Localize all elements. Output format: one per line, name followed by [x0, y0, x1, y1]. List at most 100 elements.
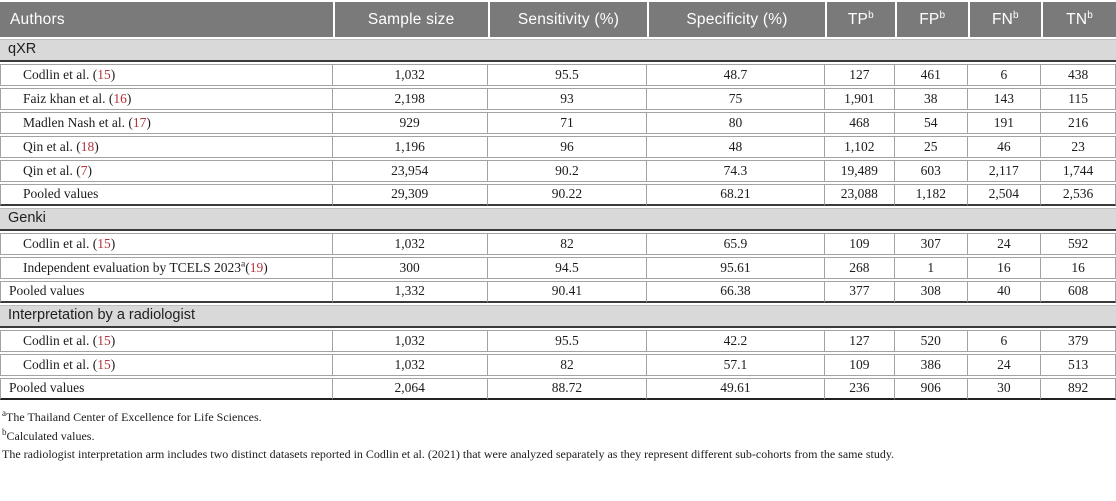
- table-row: Faiz khan et al. (16) 2,198 93 75 1,901 38 143…: [0, 88, 1116, 110]
- footnote-text: Calculated values.: [6, 428, 95, 443]
- author-name: Pooled values: [9, 283, 85, 299]
- value-cell: 57.1: [647, 354, 825, 376]
- value-cell: 16: [967, 257, 1042, 279]
- table-row: Qin et al. (18) 1,196 96 48 1,102 25 46 23: [0, 136, 1116, 158]
- column-header-label: Sample size: [367, 10, 455, 28]
- value-cell: 38: [895, 88, 968, 110]
- citation-number: 15: [97, 235, 111, 251]
- value-cell: 2,064: [332, 378, 488, 400]
- value-cell: 95.5: [487, 64, 648, 86]
- value-cell: 377: [824, 281, 895, 303]
- column-header-sample-size: Sample size: [332, 2, 488, 37]
- author-name: Codlin et al.: [23, 332, 90, 348]
- column-header-fn: FNb: [967, 2, 1042, 37]
- citation-number: 7: [80, 162, 88, 178]
- value-cell: 6: [967, 64, 1042, 86]
- value-cell: 82: [487, 233, 648, 255]
- author-name: Independent evaluation by TCELS 2023: [23, 259, 241, 275]
- value-cell: 24: [967, 354, 1042, 376]
- section-row: qXR: [0, 39, 1116, 62]
- section-row: Interpretation by a radiologist: [0, 305, 1116, 328]
- value-cell: 468: [824, 112, 895, 134]
- author-cell: Codlin et al. (15): [0, 354, 333, 376]
- value-cell: 95.61: [647, 257, 825, 279]
- footnote-text: The radiologist interpretation arm inclu…: [2, 447, 895, 462]
- column-header-superscript: b: [868, 9, 874, 21]
- value-cell: 1,744: [1041, 160, 1116, 182]
- author-name: Faiz khan et al.: [23, 90, 106, 106]
- value-cell: 603: [895, 160, 968, 182]
- column-header-tn: TNb: [1041, 2, 1116, 37]
- value-cell: 1,901: [824, 88, 895, 110]
- value-cell: 96: [487, 136, 648, 158]
- value-cell: 268: [824, 257, 895, 279]
- value-cell: 1,032: [332, 354, 488, 376]
- value-cell: 74.3: [647, 160, 825, 182]
- section-label: qXR: [0, 39, 1116, 62]
- column-header-label: FN: [991, 10, 1013, 28]
- citation-number: 19: [249, 259, 264, 275]
- table-row: Codlin et al. (15) 1,032 95.5 42.2 127 520 6 37…: [0, 330, 1116, 352]
- value-cell: 2,198: [332, 88, 488, 110]
- column-header-specificity: Specificity (%): [647, 2, 825, 37]
- column-header-superscript: b: [1087, 9, 1093, 21]
- value-cell: 109: [824, 233, 895, 255]
- column-header-label: Sensitivity (%): [517, 10, 620, 28]
- value-cell: 520: [895, 330, 968, 352]
- value-cell: 109: [824, 354, 895, 376]
- column-header-superscript: b: [939, 9, 946, 21]
- value-cell: 94.5: [487, 257, 648, 279]
- value-cell: 592: [1041, 233, 1116, 255]
- value-cell: 46: [967, 136, 1042, 158]
- author-cell: Codlin et al. (15): [0, 233, 333, 255]
- citation-number: 16: [113, 90, 127, 106]
- value-cell: 90.2: [487, 160, 648, 182]
- value-cell: 23,088: [824, 184, 895, 206]
- value-cell: 1,032: [332, 64, 488, 86]
- value-cell: 68.21: [647, 184, 825, 206]
- value-cell: 71: [487, 112, 648, 134]
- author-cell: Faiz khan et al. (16): [0, 88, 333, 110]
- column-header-superscript: b: [1013, 9, 1019, 21]
- section-row: Genki: [0, 208, 1116, 231]
- value-cell: 29,309: [332, 184, 488, 206]
- column-header-fp: FPb: [895, 2, 968, 37]
- value-cell: 300: [332, 257, 488, 279]
- value-cell: 6: [967, 330, 1042, 352]
- author-cell: Qin et al. (18): [0, 136, 333, 158]
- value-cell: 19,489: [824, 160, 895, 182]
- author-name: Qin et al.: [23, 138, 73, 154]
- author-cell: Pooled values: [0, 378, 333, 400]
- author-name: Qin et al.: [23, 162, 73, 178]
- section-label: Genki: [0, 208, 1116, 231]
- value-cell: 608: [1041, 281, 1116, 303]
- value-cell: 54: [895, 112, 968, 134]
- value-cell: 16: [1041, 257, 1116, 279]
- value-cell: 30: [967, 378, 1042, 400]
- value-cell: 307: [895, 233, 968, 255]
- author-name: Pooled values: [9, 380, 85, 396]
- value-cell: 386: [895, 354, 968, 376]
- column-header-sensitivity: Sensitivity (%): [487, 2, 648, 37]
- author-cell: Codlin et al. (15): [0, 64, 333, 86]
- table-row: Codlin et al. (15) 1,032 82 57.1 109 386 24 513: [0, 354, 1116, 376]
- value-cell: 143: [967, 88, 1042, 110]
- value-cell: 48: [647, 136, 825, 158]
- value-cell: 461: [895, 64, 968, 86]
- author-name: Pooled values: [23, 186, 99, 202]
- value-cell: 236: [824, 378, 895, 400]
- value-cell: 906: [895, 378, 968, 400]
- value-cell: 2,536: [1041, 184, 1116, 206]
- value-cell: 23,954: [332, 160, 488, 182]
- value-cell: 25: [895, 136, 968, 158]
- value-cell: 115: [1041, 88, 1116, 110]
- value-cell: 1,332: [332, 281, 488, 303]
- value-cell: 216: [1041, 112, 1116, 134]
- author-cell: Qin et al. (7): [0, 160, 333, 182]
- footnote: aThe Thailand Center of Excellence for L…: [2, 408, 1114, 427]
- table-header-row: Authors Sample size Sensitivity (%) Specifi…: [0, 2, 1116, 37]
- value-cell: 90.41: [487, 281, 648, 303]
- results-table: Authors Sample size Sensitivity (%) Specifi…: [0, 2, 1116, 400]
- value-cell: 90.22: [487, 184, 648, 206]
- column-header-label: Authors: [10, 10, 65, 28]
